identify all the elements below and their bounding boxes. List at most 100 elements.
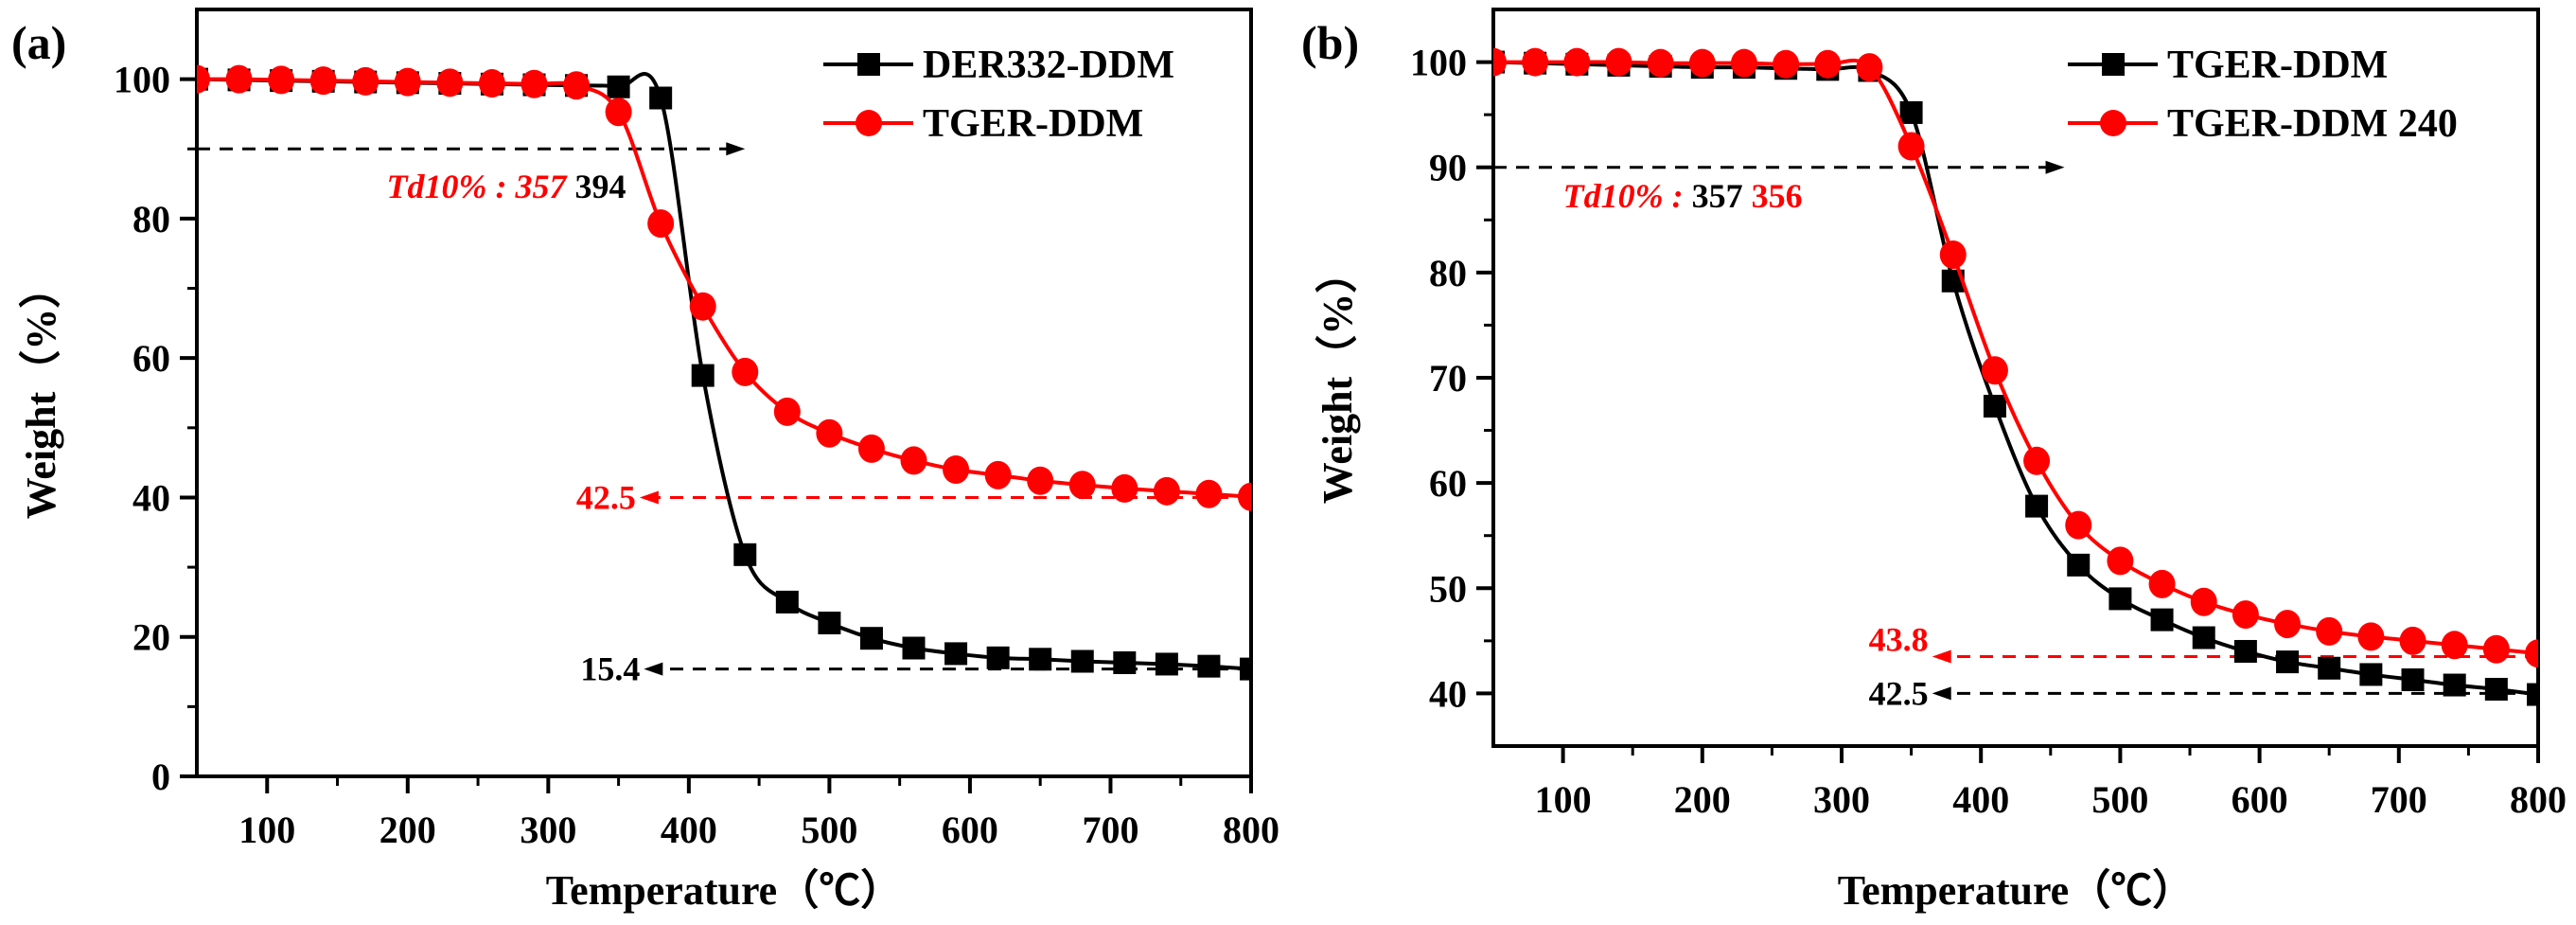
data-point-square [1240,657,1251,681]
residue-label: 42.5 [1869,674,1929,712]
arrow-left-icon [1932,649,1951,664]
data-point-circle [1688,48,1716,78]
data-point-circle [1027,466,1054,495]
data-point-circle [1153,476,1180,506]
x-tick-label: 800 [1223,809,1279,851]
data-point-circle [563,71,591,100]
data-point-square [691,364,715,387]
data-point-circle [225,64,253,94]
data-point-circle [2190,587,2217,616]
data-point-square [1197,654,1221,678]
series-line-tger-ddm [1493,60,2538,697]
data-point-square [2318,656,2341,680]
y-axis-title: Weight（%） [18,267,64,519]
data-point-square [818,612,841,634]
td10-label-part: 357 [1692,177,1743,215]
y-tick-label: 70 [1429,357,1467,400]
data-point-square [2443,673,2466,697]
x-tick-label: 500 [2091,778,2148,821]
legend-label: TGER-DDM 240 [2167,102,2458,146]
data-point-circle [1730,48,1757,78]
data-point-circle [816,418,843,448]
data-point-circle [1814,49,1842,79]
y-tick-label: 40 [1429,672,1467,715]
data-point-circle [478,69,505,98]
arrow-right-icon [726,142,746,156]
data-point-circle [1981,356,2008,385]
data-point-circle [197,64,210,94]
data-point-square [944,642,968,666]
data-point-square [2108,587,2132,611]
y-tick-label: 100 [114,59,170,101]
data-point-square [2527,683,2538,706]
data-point-circle [1605,47,1632,77]
data-point-circle [309,66,337,96]
data-point-circle [605,98,632,127]
td10-label-part: : [487,168,516,205]
legend-label: TGER-DDM [2167,44,2388,87]
data-point-circle [1856,53,1883,82]
arrow-left-icon [644,662,663,676]
data-point-circle [352,66,379,96]
data-point-circle [1647,48,1674,78]
y-tick-label: 90 [1429,147,1467,189]
data-point-square [1029,648,1052,671]
data-point-square [2150,608,2174,631]
y-tick-label: 20 [132,616,170,659]
data-point-circle [2065,510,2092,540]
data-point-square [1983,395,2006,418]
x-tick-label: 600 [2232,778,2288,821]
y-tick-label: 100 [1410,42,1467,84]
x-tick-label: 500 [801,809,857,851]
legend-label: TGER-DDM [923,102,1143,146]
legend-label: DER332-DDM [923,44,1174,87]
data-point-circle [436,68,464,98]
data-point-circle [2274,610,2302,639]
data-point-circle [2441,631,2468,660]
data-point-square [733,543,757,566]
x-tick-label: 400 [661,809,717,851]
td10-label-part: Td10% [1563,177,1664,215]
data-point-square [2401,667,2425,691]
data-point-square [2025,494,2049,518]
data-point-circle [268,65,295,95]
series-group [197,64,1251,681]
data-point-circle [2525,639,2538,668]
td10-label: Td10% : 357 356 [1563,177,1803,215]
td10-label: Td10% : 357 394 [387,168,626,205]
data-point-circle [732,357,759,386]
x-tick-label: 600 [942,809,998,851]
data-point-circle [2482,634,2510,664]
legend-square-marker-icon [857,53,880,76]
panel-label: (a) [11,16,66,69]
data-point-circle [1238,482,1251,511]
legend-circle-marker-icon [2100,110,2126,136]
legend-square-marker-icon [2102,53,2125,76]
data-point-square [1070,649,1094,673]
x-tick-label: 100 [1535,778,1592,821]
data-point-circle [394,67,421,97]
td10-label-part: 356 [1743,177,1803,215]
y-tick-label: 50 [1429,567,1467,610]
data-point-circle [1111,473,1138,503]
data-point-circle [1493,47,1507,77]
data-point-square [986,646,1010,669]
y-axis-title: Weight（%） [1314,252,1361,504]
data-point-circle [900,446,927,475]
arrow-left-icon [1932,686,1951,701]
x-tick-label: 800 [2510,778,2567,821]
panel-b: 100 200 300 400 500 600 700 800 40 50 60 70 80 90 100 T… [1301,8,2567,914]
data-point-square [607,75,630,98]
arrow-left-icon [639,490,659,505]
data-point-square [1899,100,1923,124]
residue-label: 42.5 [576,478,636,516]
data-point-circle [2232,600,2259,630]
data-point-circle [984,460,1012,489]
x-tick-label: 400 [1952,778,2009,821]
data-point-square [2192,626,2215,649]
data-point-square [902,636,926,660]
x-tick-label: 100 [238,809,295,851]
data-point-circle [857,434,885,463]
data-point-circle [689,292,716,321]
data-point-circle [2107,546,2134,576]
